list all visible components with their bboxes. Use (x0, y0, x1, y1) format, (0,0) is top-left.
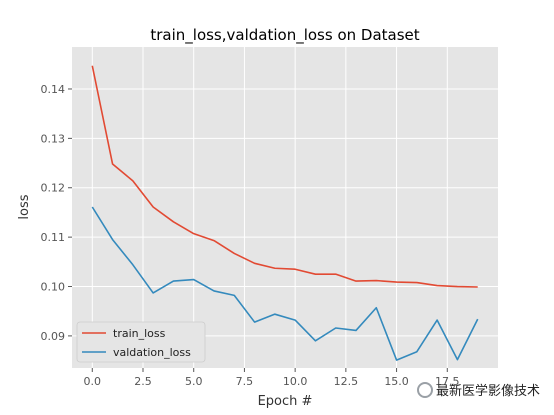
legend-label-train-loss: train_loss (113, 327, 166, 340)
series-line-valdation-loss (91, 206, 479, 361)
x-tick-label: 2.5 (134, 375, 152, 388)
tick-labels: 0.0 2.5 5.0 7.5 10.0 12.5 15.0 17.5 0.09 0.10 0.11… (41, 83, 460, 388)
y-tick-label: 0.12 (41, 182, 66, 195)
series-line-train-loss (91, 65, 478, 288)
x-tick-label: 0.0 (84, 375, 102, 388)
legend: train_loss valdation_loss (76, 321, 206, 363)
x-tick-label: 12.5 (334, 375, 359, 388)
plot-background (72, 47, 498, 368)
y-tick-label: 0.09 (41, 330, 66, 343)
legend-label-valdation-loss: valdation_loss (113, 346, 191, 359)
y-axis-label: loss (17, 194, 32, 219)
y-tick-label: 0.10 (41, 281, 66, 294)
y-tick-label: 0.14 (41, 83, 66, 96)
legend-box (76, 321, 206, 363)
y-tick-label: 0.13 (41, 132, 66, 145)
chart-title: train_loss,valdation_loss on Dataset (150, 26, 419, 45)
wechat-icon (416, 382, 433, 398)
x-tick-label: 5.0 (185, 375, 203, 388)
x-tick-label: 10.0 (283, 375, 308, 388)
series-layer (91, 65, 479, 361)
watermark: 最新医学影像技术 (416, 380, 540, 399)
x-tick-label: 15.0 (384, 375, 409, 388)
watermark-text: 最新医学影像技术 (435, 384, 540, 399)
x-tick-label: 7.5 (236, 375, 254, 388)
x-tick-label: 17.5 (435, 375, 460, 388)
y-tick-label: 0.11 (41, 231, 66, 244)
x-axis-label: Epoch # (258, 394, 313, 409)
grid-lines (68, 47, 498, 372)
